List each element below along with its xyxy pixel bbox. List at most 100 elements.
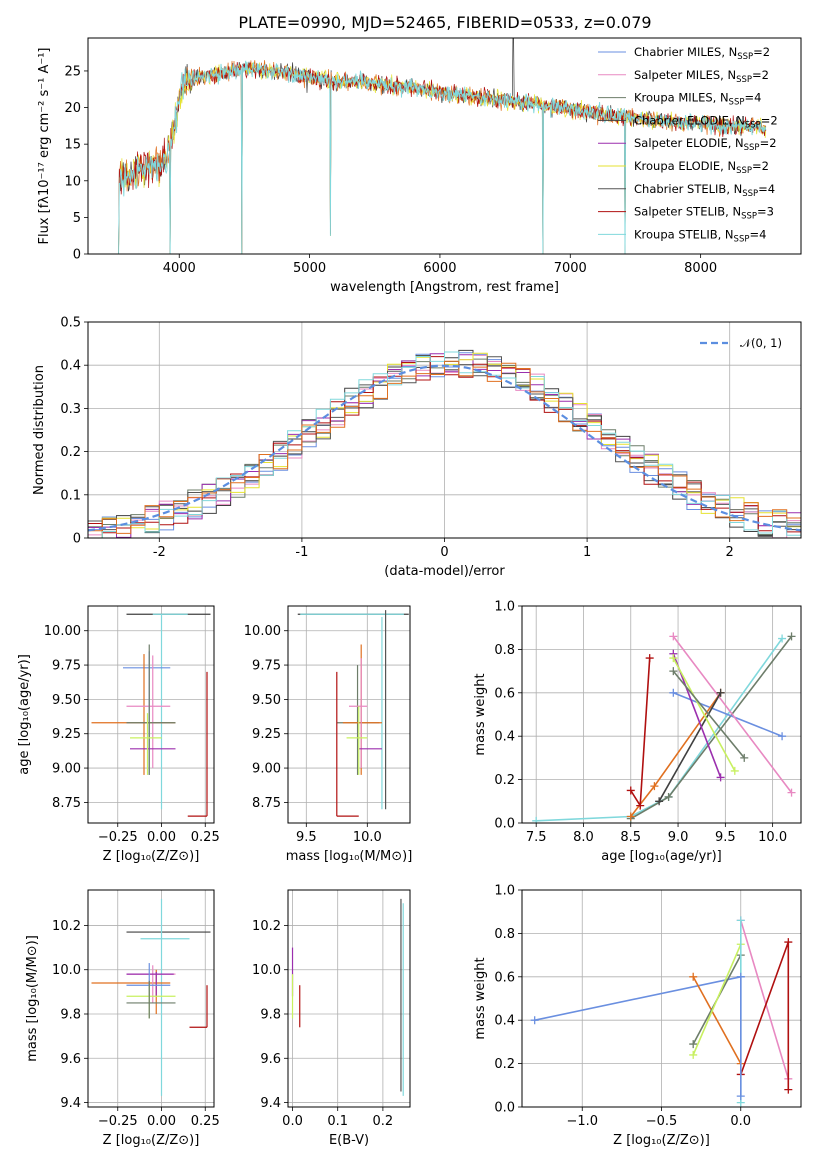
- x-tick-label: -2: [153, 545, 166, 560]
- x-tick-label: 9.0: [668, 830, 689, 845]
- legend-name: Salpeter STELIB, N: [634, 205, 741, 219]
- x-tick-label: 0.00: [147, 830, 176, 845]
- x-tick-label: 8.5: [620, 830, 641, 845]
- legend-sub: SSP: [742, 189, 758, 199]
- x-axis-label: mass [log₁₀(M/M⊙)]: [286, 849, 413, 864]
- x-axis-label: Z [log₁₀(Z/Z⊙)]: [103, 1133, 200, 1148]
- y-tick-label: 0.4: [494, 730, 515, 745]
- error-cross: [346, 706, 368, 775]
- axes-frame: [287, 889, 411, 1108]
- grid: [522, 889, 801, 1108]
- ticks: −0.25 0.00 0.25 8.75 9.00 9.25 9.50 9.75 10.00: [44, 624, 220, 845]
- weight-marker: [730, 766, 739, 775]
- error-cross: [126, 965, 176, 1003]
- x-tick-label: 0.25: [191, 1114, 220, 1129]
- legend-name: Chabrier STELIB, N: [634, 182, 742, 196]
- axes-frame: [287, 605, 411, 824]
- weight-marker: [664, 792, 673, 801]
- error-crosses: [91, 613, 211, 817]
- legend-val: =4: [758, 182, 775, 196]
- weight-lines: [530, 916, 793, 1107]
- legend-entry: Chabrier STELIB, NSSP=4: [634, 182, 775, 199]
- x-tick-label: 10.0: [353, 830, 382, 845]
- legend-sub: SSP: [744, 143, 760, 153]
- y-tick-label: 9.50: [252, 693, 281, 708]
- age-vs-metallicity-panel: −0.25 0.00 0.25 8.75 9.00 9.25 9.50 9.75 10.00 Z …: [17, 605, 220, 864]
- y-tick-label: 9.00: [252, 762, 281, 777]
- legend: 𝒩(0, 1): [700, 336, 782, 350]
- y-axis-label: mass weight: [473, 673, 488, 755]
- weight-marker: [669, 688, 678, 697]
- ticks: 7.5 8.0 8.5 9.0 9.5 10.0 0.0 0.2 0.4 0.6 0.8 1.0: [494, 600, 787, 846]
- legend-sub: SSP: [729, 98, 745, 108]
- y-tick-label: 9.25: [252, 727, 281, 742]
- x-tick-label: 0.0: [730, 1114, 751, 1129]
- weight-line: [672, 670, 745, 759]
- weight-line: [536, 638, 783, 822]
- weight-marker: [784, 1085, 793, 1094]
- weight-marker: [645, 654, 654, 663]
- y-tick-label: 10.0: [252, 963, 281, 978]
- error-crosses: [297, 610, 409, 817]
- x-tick-label: 5000: [293, 261, 326, 276]
- x-tick-label: 7000: [554, 261, 587, 276]
- legend-name: Kroupa ELODIE, N: [634, 159, 736, 173]
- weight-line: [534, 976, 741, 1021]
- ticks: −0.25 0.00 0.25 9.4 9.6 9.8 10.0 10.2: [52, 919, 220, 1129]
- legend-entry: Kroupa MILES, NSSP=4: [634, 91, 761, 108]
- y-tick-label: 9.50: [52, 693, 81, 708]
- y-axis-label: Flux [fλ10⁻¹⁷ erg cm⁻² s⁻¹ A⁻¹]: [37, 48, 52, 245]
- error-cross: [336, 665, 380, 775]
- weight-vs-age-panel: 7.5 8.0 8.5 9.0 9.5 10.0 0.0 0.2 0.4 0.6 0.8 1.0 age…: [473, 600, 802, 864]
- weight-marker: [650, 782, 659, 791]
- legend-entry: Salpeter ELODIE, NSSP=2: [634, 136, 777, 153]
- legend-val: =2: [761, 113, 778, 127]
- error-cross: [130, 713, 162, 775]
- gaussian-curve: [88, 364, 801, 532]
- legend-val: =2: [752, 159, 769, 173]
- x-tick-label: −0.25: [98, 830, 138, 845]
- error-cross: [187, 671, 208, 817]
- grid: [288, 606, 410, 823]
- y-tick-label: 0.2: [60, 445, 81, 460]
- error-cross: [349, 658, 368, 769]
- error-cross: [91, 654, 176, 775]
- legend-entry: Kroupa ELODIE, NSSP=2: [634, 159, 769, 176]
- grid: [288, 890, 410, 1107]
- y-tick-label: 15: [64, 138, 81, 153]
- error-cross: [126, 655, 171, 769]
- weight-marker: [778, 732, 787, 741]
- y-tick-label: 0.4: [60, 359, 81, 374]
- error-cross: [189, 985, 208, 1028]
- x-axis-label: wavelength [Angstrom, rest frame]: [330, 280, 559, 295]
- histogram-step: [88, 351, 801, 538]
- weight-marker: [689, 1040, 698, 1049]
- legend-sub: SSP: [741, 212, 757, 222]
- y-axis-label: mass [log₁₀(M/M⊙)]: [25, 935, 40, 1062]
- legend-val: =2: [753, 45, 770, 59]
- error-cross: [91, 969, 171, 1014]
- mass-vs-metallicity-panel: −0.25 0.00 0.25 9.4 9.6 9.8 10.0 10.2 Z [log₁₀(Z…: [25, 889, 220, 1148]
- y-tick-label: 5: [73, 211, 81, 226]
- weight-marker: [784, 938, 793, 947]
- ticks: 4000 5000 6000 7000 8000 0 5 10 15 20 25: [64, 64, 717, 276]
- x-tick-label: 0.25: [191, 830, 220, 845]
- y-tick-label: 9.75: [52, 659, 81, 674]
- weight-marker: [736, 916, 745, 925]
- x-axis-label: Z [log₁₀(Z/Z⊙)]: [613, 1133, 710, 1148]
- weight-marker: [787, 632, 796, 641]
- weight-marker: [689, 972, 698, 981]
- y-tick-label: 0.2: [494, 1057, 515, 1072]
- y-axis-label: mass weight: [473, 957, 488, 1039]
- x-tick-label: 0: [440, 545, 448, 560]
- legend-entry: Salpeter STELIB, NSSP=3: [634, 205, 774, 222]
- axes-frame: [87, 321, 802, 539]
- weight-vs-metallicity-panel: −1.0 −0.5 0.0 0.0 0.2 0.4 0.6 0.8 1.0 Z [log₁₀(Z/…: [473, 884, 802, 1148]
- y-tick-label: 10: [64, 174, 81, 189]
- legend-entry: Salpeter MILES, NSSP=2: [634, 68, 769, 85]
- x-tick-label: 8000: [684, 261, 717, 276]
- age-vs-mass-panel: 9.5 10.0 8.75 9.00 9.25 9.50 9.75 10.00 mass [lo…: [244, 605, 413, 864]
- ticks: −1.0 −0.5 0.0 0.0 0.2 0.4 0.6 0.8 1.0: [494, 884, 751, 1130]
- x-tick-label: −1.0: [566, 1114, 598, 1129]
- weight-marker: [530, 1016, 539, 1025]
